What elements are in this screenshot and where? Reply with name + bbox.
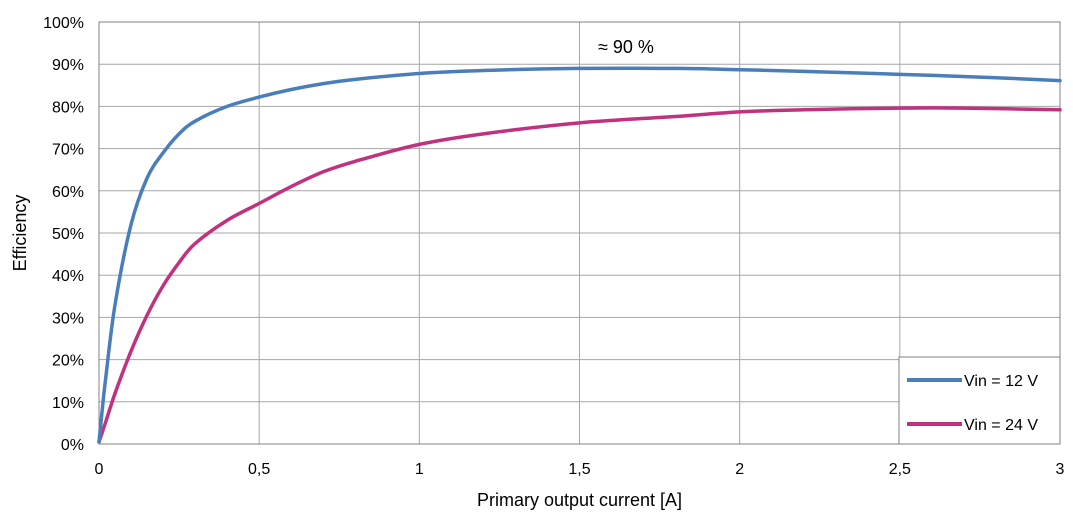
y-axis-title: Efficiency: [10, 195, 30, 272]
y-tick-label: 50%: [52, 226, 84, 243]
x-tick-label: 1: [415, 461, 424, 478]
annotation-label: ≈ 90 %: [598, 37, 654, 57]
legend: Vin = 12 V Vin = 24 V: [898, 356, 1061, 445]
series-line-vin-12-v: [97, 66, 1062, 444]
x-tick-label: 2: [735, 461, 744, 478]
x-tick-label: 2,5: [889, 461, 911, 478]
x-tick-label: 0: [95, 461, 104, 478]
y-tick-label: 10%: [52, 395, 84, 412]
legend-box: [898, 356, 1061, 445]
legend-label-vin-24-v: Vin = 24 V: [964, 417, 1038, 434]
y-tick-label: 0%: [61, 437, 84, 454]
x-tick-label: 0,5: [248, 461, 270, 478]
y-tick-label: 90%: [52, 57, 84, 74]
x-tick-label: 3: [1056, 461, 1065, 478]
y-tick-label: 80%: [52, 99, 84, 116]
series-lines: [97, 66, 1062, 444]
legend-label-vin-12-v: Vin = 12 V: [964, 373, 1038, 390]
x-axis-title: Primary output current [A]: [477, 490, 682, 510]
y-tick-label: 70%: [52, 142, 84, 159]
y-tick-label: 40%: [52, 268, 84, 285]
y-axis-ticks: 0% 10% 20% 30% 40% 50% 60% 70% 80% 90% 100%: [43, 15, 84, 454]
y-tick-label: 20%: [52, 353, 84, 370]
x-axis-ticks: 0 0,5 1 1,5 2 2,5 3: [95, 461, 1065, 478]
series-line-vin-24-v: [97, 106, 1062, 444]
x-tick-label: 1,5: [568, 461, 590, 478]
y-tick-label: 60%: [52, 184, 84, 201]
y-tick-label: 100%: [43, 15, 84, 32]
plot-border: [98, 21, 1061, 445]
y-tick-label: 30%: [52, 310, 84, 327]
